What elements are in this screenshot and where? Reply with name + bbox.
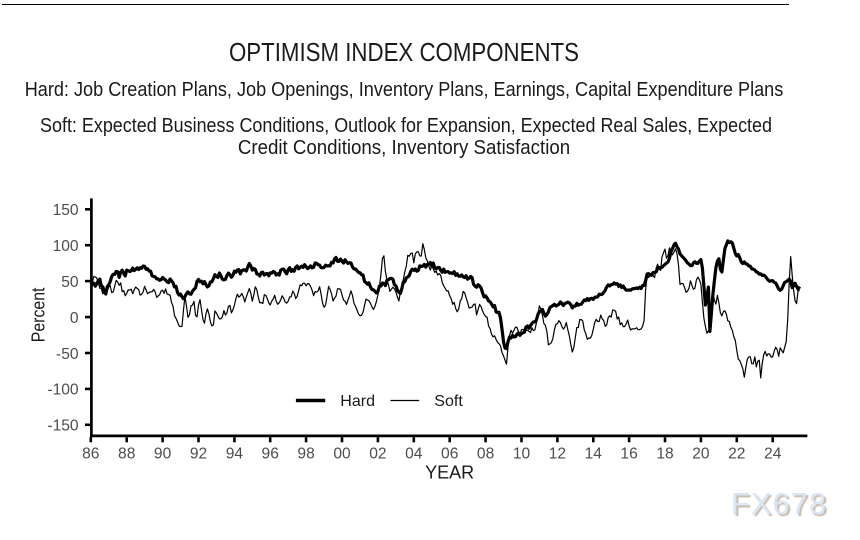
svg-text:16: 16 [620,446,637,463]
svg-text:0: 0 [70,310,79,327]
svg-text:94: 94 [226,446,244,463]
svg-text:20: 20 [692,446,710,463]
svg-text:YEAR: YEAR [425,463,474,483]
svg-text:-150: -150 [47,418,79,435]
svg-text:Soft: Soft [434,393,463,410]
svg-text:92: 92 [190,446,207,463]
svg-text:06: 06 [441,446,458,463]
svg-text:18: 18 [656,446,673,463]
svg-text:22: 22 [728,446,745,463]
svg-text:24: 24 [764,446,782,463]
svg-text:Hard: Hard [340,393,375,410]
svg-text:00: 00 [333,446,351,463]
svg-text:96: 96 [262,446,279,463]
svg-text:50: 50 [61,274,79,291]
svg-text:86: 86 [82,446,99,463]
svg-text:10: 10 [513,446,531,463]
svg-text:02: 02 [369,446,386,463]
svg-text:100: 100 [53,238,79,255]
svg-text:14: 14 [585,446,603,463]
svg-text:12: 12 [549,446,566,463]
svg-text:98: 98 [297,446,314,463]
svg-text:-50: -50 [56,346,79,363]
svg-text:08: 08 [477,446,494,463]
svg-text:-100: -100 [47,382,79,399]
svg-text:04: 04 [405,446,423,463]
svg-text:Percent: Percent [29,288,49,343]
svg-text:88: 88 [118,446,135,463]
svg-text:90: 90 [154,446,172,463]
svg-text:150: 150 [53,202,79,219]
